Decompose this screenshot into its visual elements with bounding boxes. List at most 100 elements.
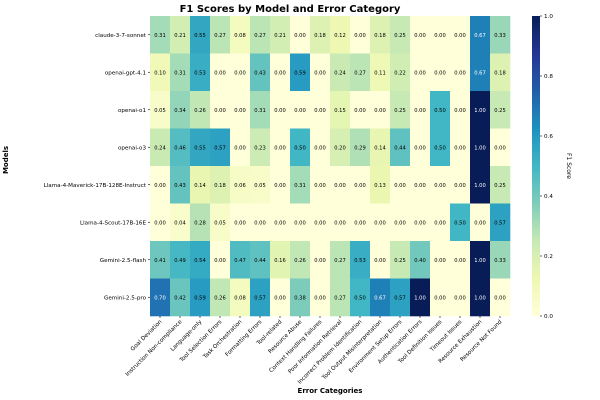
heatmap-cell bbox=[210, 53, 231, 92]
heatmap-cell bbox=[190, 166, 211, 204]
cell-value-label: 0.12 bbox=[334, 33, 346, 39]
heatmap-cell bbox=[190, 203, 211, 242]
heatmap-cell bbox=[170, 241, 191, 279]
cell-value-label: 0.00 bbox=[454, 33, 466, 39]
cell-value-label: 0.57 bbox=[214, 145, 226, 151]
heatmap-cell bbox=[390, 278, 411, 317]
cell-value-label: 0.27 bbox=[254, 33, 266, 39]
heatmap-cell bbox=[310, 91, 331, 129]
model-label: Gemini-2.5-pro bbox=[104, 295, 147, 301]
heatmap-cell bbox=[430, 128, 451, 167]
cell-value-label: 1.00 bbox=[414, 295, 426, 301]
heatmap-cell bbox=[410, 278, 431, 317]
cell-value-label: 0.00 bbox=[414, 33, 426, 39]
heatmap-cell bbox=[450, 16, 471, 54]
cell-value-label: 0.00 bbox=[354, 108, 366, 114]
heatmap-cell bbox=[370, 128, 391, 167]
cell-value-label: 1.00 bbox=[474, 295, 486, 301]
cell-value-label: 0.00 bbox=[454, 108, 466, 114]
heatmap-cell bbox=[410, 128, 431, 167]
cell-value-label: 0.00 bbox=[274, 220, 286, 226]
cell-value-label: 0.00 bbox=[414, 220, 426, 226]
heatmap-cell bbox=[410, 91, 431, 129]
cell-value-label: 1.00 bbox=[474, 108, 486, 114]
cell-value-label: 0.00 bbox=[294, 108, 306, 114]
model-label: Llama-4-Maverick-17B-128E-Instruct bbox=[44, 183, 147, 189]
heatmap-cell bbox=[250, 53, 271, 92]
heatmap-cell bbox=[350, 128, 371, 167]
heatmap-cell bbox=[330, 203, 351, 242]
heatmap-cell bbox=[210, 91, 231, 129]
heatmap-cell bbox=[410, 16, 431, 54]
heatmap-cell bbox=[490, 16, 511, 54]
heatmap-cell bbox=[310, 278, 331, 317]
cell-value-label: 0.00 bbox=[334, 183, 346, 189]
heatmap-cell bbox=[250, 241, 271, 279]
cell-value-label: 0.00 bbox=[474, 220, 486, 226]
heatmap-cell bbox=[470, 91, 491, 129]
cell-value-label: 0.31 bbox=[294, 183, 306, 189]
heatmap-cell bbox=[330, 241, 351, 279]
heatmap-cell bbox=[390, 241, 411, 279]
cell-value-label: 0.05 bbox=[214, 220, 226, 226]
cell-value-label: 0.00 bbox=[434, 258, 446, 264]
cell-value-label: 0.00 bbox=[434, 220, 446, 226]
heatmap-cell bbox=[210, 278, 231, 317]
heatmap-cell bbox=[450, 241, 471, 279]
heatmap-cell bbox=[350, 166, 371, 204]
heatmap-cell bbox=[490, 203, 511, 242]
heatmap-cell bbox=[330, 91, 351, 129]
cell-value-label: 0.29 bbox=[354, 145, 366, 151]
heatmap-cell bbox=[390, 16, 411, 54]
cell-value-label: 0.00 bbox=[374, 108, 386, 114]
cell-value-label: 0.00 bbox=[274, 183, 286, 189]
heatmap-cell bbox=[330, 278, 351, 317]
cell-value-label: 0.00 bbox=[314, 70, 326, 76]
cell-value-label: 0.49 bbox=[174, 258, 186, 264]
cell-value-label: 0.00 bbox=[494, 295, 506, 301]
heatmap-cell bbox=[190, 278, 211, 317]
cell-value-label: 0.00 bbox=[494, 145, 506, 151]
cell-value-label: 0.50 bbox=[434, 108, 446, 114]
cell-value-label: 0.67 bbox=[374, 295, 386, 301]
heatmap-cell bbox=[170, 278, 191, 317]
heatmap-cell bbox=[270, 91, 291, 129]
cell-value-label: 0.44 bbox=[394, 145, 406, 151]
cell-value-label: 0.26 bbox=[214, 295, 226, 301]
heatmap-cell bbox=[290, 16, 311, 54]
colorbar-tick-label: 0.2 bbox=[544, 254, 553, 260]
cell-value-label: 0.46 bbox=[174, 145, 186, 151]
heatmap-cell bbox=[310, 166, 331, 204]
cell-value-label: 0.27 bbox=[214, 33, 226, 39]
heatmap-cell bbox=[250, 128, 271, 167]
cell-value-label: 0.31 bbox=[154, 33, 166, 39]
heatmap-cell bbox=[270, 166, 291, 204]
colorbar-tick-label: 0.4 bbox=[544, 194, 553, 200]
heatmap-cell bbox=[370, 241, 391, 279]
cell-value-label: 0.00 bbox=[454, 70, 466, 76]
heatmap-cell bbox=[470, 166, 491, 204]
heatmap-cell bbox=[370, 91, 391, 129]
heatmap-cell bbox=[410, 53, 431, 92]
heatmap-cell bbox=[170, 128, 191, 167]
heatmap-cell bbox=[170, 166, 191, 204]
cell-value-label: 1.00 bbox=[474, 258, 486, 264]
cell-value-label: 0.00 bbox=[394, 220, 406, 226]
cell-value-label: 0.00 bbox=[434, 70, 446, 76]
heatmap-cell bbox=[370, 53, 391, 92]
cell-value-label: 0.14 bbox=[374, 145, 386, 151]
cell-value-label: 0.54 bbox=[194, 258, 206, 264]
cell-value-label: 0.13 bbox=[374, 183, 386, 189]
heatmap-cell bbox=[450, 278, 471, 317]
cell-value-label: 0.50 bbox=[354, 295, 366, 301]
heatmap-cell bbox=[450, 91, 471, 129]
cell-value-label: 0.06 bbox=[234, 183, 246, 189]
heatmap-cell bbox=[190, 241, 211, 279]
cell-value-label: 0.41 bbox=[154, 258, 166, 264]
heatmap-cell bbox=[370, 16, 391, 54]
cell-value-label: 0.00 bbox=[234, 108, 246, 114]
heatmap-cell bbox=[290, 128, 311, 167]
cell-value-label: 0.00 bbox=[314, 295, 326, 301]
heatmap-cell bbox=[250, 91, 271, 129]
cell-value-label: 0.70 bbox=[154, 295, 166, 301]
